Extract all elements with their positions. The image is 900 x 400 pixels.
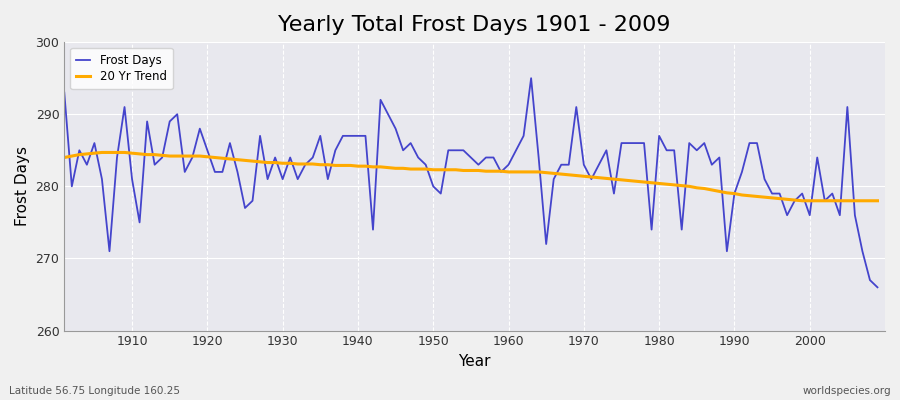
20 Yr Trend [796,198,807,203]
Frost Days [119,105,130,110]
Text: Latitude 56.75 Longitude 160.25: Latitude 56.75 Longitude 160.25 [9,386,180,396]
Frost Days [601,148,612,153]
Frost Days [872,285,883,290]
20 Yr Trend [872,198,883,203]
Frost Days [58,90,69,95]
Legend: Frost Days, 20 Yr Trend: Frost Days, 20 Yr Trend [70,48,173,89]
20 Yr Trend [127,151,138,156]
Line: Frost Days: Frost Days [64,78,878,287]
20 Yr Trend [503,170,514,174]
20 Yr Trend [601,176,612,181]
Title: Yearly Total Frost Days 1901 - 2009: Yearly Total Frost Days 1901 - 2009 [278,15,670,35]
20 Yr Trend [292,162,303,166]
X-axis label: Year: Year [458,354,491,369]
20 Yr Trend [96,150,107,155]
20 Yr Trend [58,155,69,160]
Text: worldspecies.org: worldspecies.org [803,386,891,396]
20 Yr Trend [338,163,348,168]
Frost Days [330,148,341,153]
Frost Days [496,170,507,174]
20 Yr Trend [510,170,521,174]
Y-axis label: Frost Days: Frost Days [15,146,30,226]
Line: 20 Yr Trend: 20 Yr Trend [64,152,878,201]
Frost Days [503,162,514,167]
Frost Days [526,76,536,80]
Frost Days [284,155,295,160]
